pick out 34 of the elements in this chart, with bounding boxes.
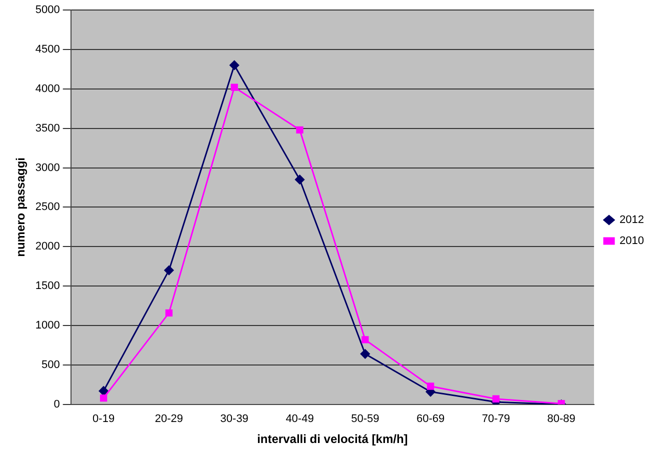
y-tick-label: 1000 [35, 320, 60, 332]
point [165, 309, 173, 316]
x-tick-label: 0-19 [92, 413, 115, 426]
y-axis-title: numero passaggi [14, 158, 28, 257]
point [295, 174, 305, 184]
y-tick-label: 2000 [35, 240, 60, 253]
y-tick-label: 3000 [35, 162, 60, 174]
y-tick-label: 0 [54, 398, 60, 410]
point [98, 386, 108, 396]
x-tick-label: 80-89 [547, 413, 576, 426]
y-tick-label: 2500 [35, 201, 60, 214]
legend-label: 2012 [620, 214, 644, 226]
y-tick-label: 5000 [35, 4, 60, 16]
y-tick-label: 4500 [35, 43, 60, 56]
point [164, 266, 174, 276]
x-axis-title: intervalli di velocitá [km/h] [257, 432, 408, 446]
point [100, 394, 108, 402]
x-tick-label: 60-69 [416, 413, 445, 426]
point [360, 349, 370, 359]
x-tick-label: 40-49 [286, 413, 314, 426]
point [296, 126, 304, 134]
x-tick-label: 30-39 [220, 413, 248, 426]
y-tick-label: 4000 [35, 82, 60, 95]
x-tick-label: 20-29 [154, 413, 184, 426]
legend-label: 2010 [620, 235, 644, 248]
point [426, 382, 434, 390]
point [230, 84, 238, 91]
y-tick-label: 3500 [35, 122, 60, 134]
point [230, 60, 240, 70]
x-tick-label: 50-59 [351, 413, 380, 426]
point [362, 336, 369, 344]
x-tick-label: 70-79 [482, 413, 510, 426]
y-tick-label: 500 [42, 358, 60, 371]
y-tick-label: 1500 [35, 280, 60, 292]
